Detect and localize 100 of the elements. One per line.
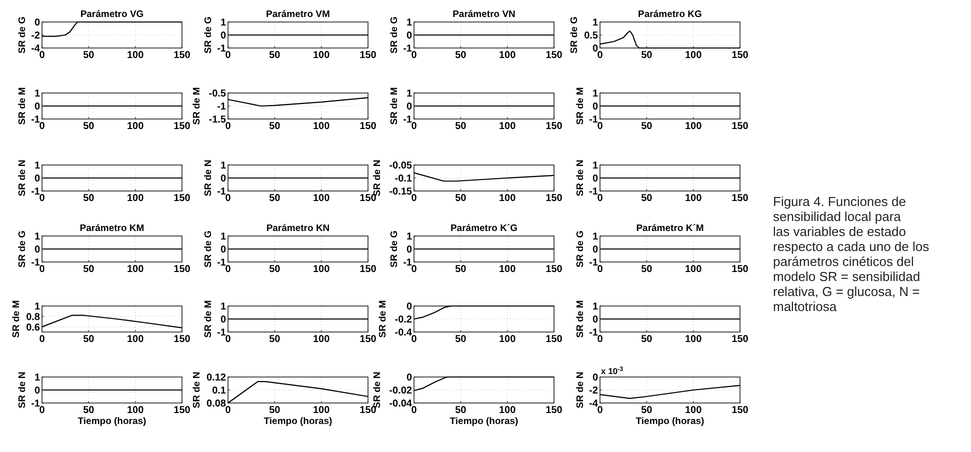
x-tick-label: 100 [312, 334, 330, 345]
x-tick-label: 50 [641, 264, 653, 275]
y-axis-title: SR de G [569, 16, 580, 54]
y-tick-label: 0 [592, 174, 598, 184]
x-tick-label: 50 [83, 121, 95, 132]
x-tick-label: 50 [455, 264, 467, 275]
y-tick-label: -0.1 [394, 174, 412, 184]
text: x 10$^{-3}$ [601, 366, 624, 376]
y-tick-label: 0 [406, 244, 412, 256]
x-tick-label: 150 [174, 264, 191, 275]
x-tick-label: 100 [312, 50, 330, 61]
line-series [599, 30, 741, 49]
x-tick-label: 100 [126, 50, 144, 61]
chart-title: Parámetro KG [638, 9, 702, 20]
x-tick-label: 50 [269, 50, 281, 61]
x-tick-label: 150 [174, 193, 191, 204]
y-tick-label: -1 [31, 114, 40, 126]
y-tick-label: 1 [592, 160, 598, 172]
y-axis-title: SR de N [16, 372, 28, 408]
y-tick-label: -4 [589, 398, 598, 410]
x-tick-label: 150 [546, 334, 563, 345]
x-tick-label: 150 [732, 334, 749, 345]
y-tick-label: 0 [406, 372, 412, 384]
y-tick-label: 0 [34, 174, 40, 184]
y-tick-label: 0 [406, 302, 412, 312]
y-axis-title: SR de N [202, 160, 214, 196]
y-tick-label: 0.12 [206, 372, 226, 384]
y-tick-label: -1 [589, 186, 598, 198]
y-tick-label: -1 [589, 328, 598, 338]
y-tick-label: -1 [31, 258, 40, 268]
y-axis-title: SR de M [11, 300, 22, 338]
y-tick-label: 0.1 [212, 386, 226, 396]
y-axis-title: SR de N [574, 160, 586, 196]
y-tick-label: 1 [592, 232, 598, 242]
y-axis-title: SR de M [388, 87, 400, 125]
x-axis-title: Tiempo (horas) [78, 416, 146, 427]
y-axis-title: SR de G [574, 230, 586, 268]
y-axis-title: SR de M [192, 87, 203, 125]
x-tick-label: 150 [174, 405, 191, 416]
x-tick-label: 100 [126, 264, 144, 275]
y-tick-label: 1 [592, 88, 598, 100]
y-tick-label: -0.02 [389, 386, 412, 396]
y-tick-label: 1 [406, 18, 412, 28]
y-tick-label: -1 [31, 398, 40, 410]
y-tick-label: -1 [217, 328, 226, 338]
x-tick-label: 100 [498, 405, 516, 416]
x-tick-label: 150 [174, 121, 191, 132]
x-tick-label: 50 [455, 405, 467, 416]
x-tick-label: 150 [546, 405, 563, 416]
x-tick-label: 150 [360, 121, 377, 132]
x-tick-label: 100 [126, 405, 144, 416]
x-tick-label: 50 [455, 334, 467, 345]
x-tick-label: 100 [684, 193, 702, 204]
x-tick-label: 50 [269, 264, 281, 275]
y-axis-title: SR de G [16, 230, 28, 268]
x-tick-label: 50 [269, 405, 281, 416]
y-tick-label: 1 [592, 302, 598, 312]
chart-title: Parámetro VG [80, 9, 144, 20]
y-tick-label: 0.08 [206, 398, 226, 410]
y-tick-label: 0 [406, 30, 412, 42]
x-tick-label: 100 [312, 405, 330, 416]
y-tick-label: 0.8 [26, 312, 40, 323]
x-tick-label: 100 [126, 193, 144, 204]
y-tick-label: -2 [31, 30, 40, 42]
x-tick-label: 150 [732, 193, 749, 204]
y-tick-label: 1 [220, 302, 226, 312]
y-tick-label: 0 [34, 386, 40, 396]
y-tick-label: -0.15 [389, 186, 412, 198]
y-tick-label: 0 [220, 244, 226, 256]
y-tick-label: 1 [34, 160, 40, 172]
y-axis-title: SR de G [202, 16, 214, 54]
x-tick-label: 50 [455, 121, 467, 132]
chart-title: Parámetro K´G [450, 223, 518, 234]
line-series [599, 384, 741, 399]
x-tick-label: 100 [312, 193, 330, 204]
y-tick-label: -0.04 [389, 398, 412, 410]
x-tick-label: 50 [269, 334, 281, 345]
y-tick-label: 0 [592, 314, 598, 326]
x-tick-label: 100 [684, 405, 702, 416]
y-axis-title: SR de M [378, 300, 389, 338]
y-tick-label: 1 [406, 88, 412, 100]
x-tick-label: 100 [684, 121, 702, 132]
y-tick-label: 1 [34, 372, 40, 384]
x-tick-label: 150 [732, 405, 749, 416]
line-series [41, 314, 183, 328]
x-tick-label: 150 [360, 334, 377, 345]
x-tick-label: 150 [546, 264, 563, 275]
y-tick-label: -1 [403, 44, 412, 54]
chart-title: Parámetro K´M [636, 223, 704, 234]
y-tick-label: 0 [406, 102, 412, 112]
y-tick-label: -1.5 [208, 114, 226, 126]
y-tick-label: 1 [220, 160, 226, 172]
x-tick-label: 150 [174, 50, 191, 61]
x-tick-label: 100 [684, 50, 702, 61]
x-tick-label: 50 [641, 334, 653, 345]
y-tick-label: -0.2 [394, 314, 412, 326]
y-axis-title: SR de N [574, 372, 586, 408]
y-tick-label: -0.4 [394, 328, 412, 338]
x-tick-label: 100 [312, 121, 330, 132]
y-tick-label: 0 [592, 102, 598, 112]
